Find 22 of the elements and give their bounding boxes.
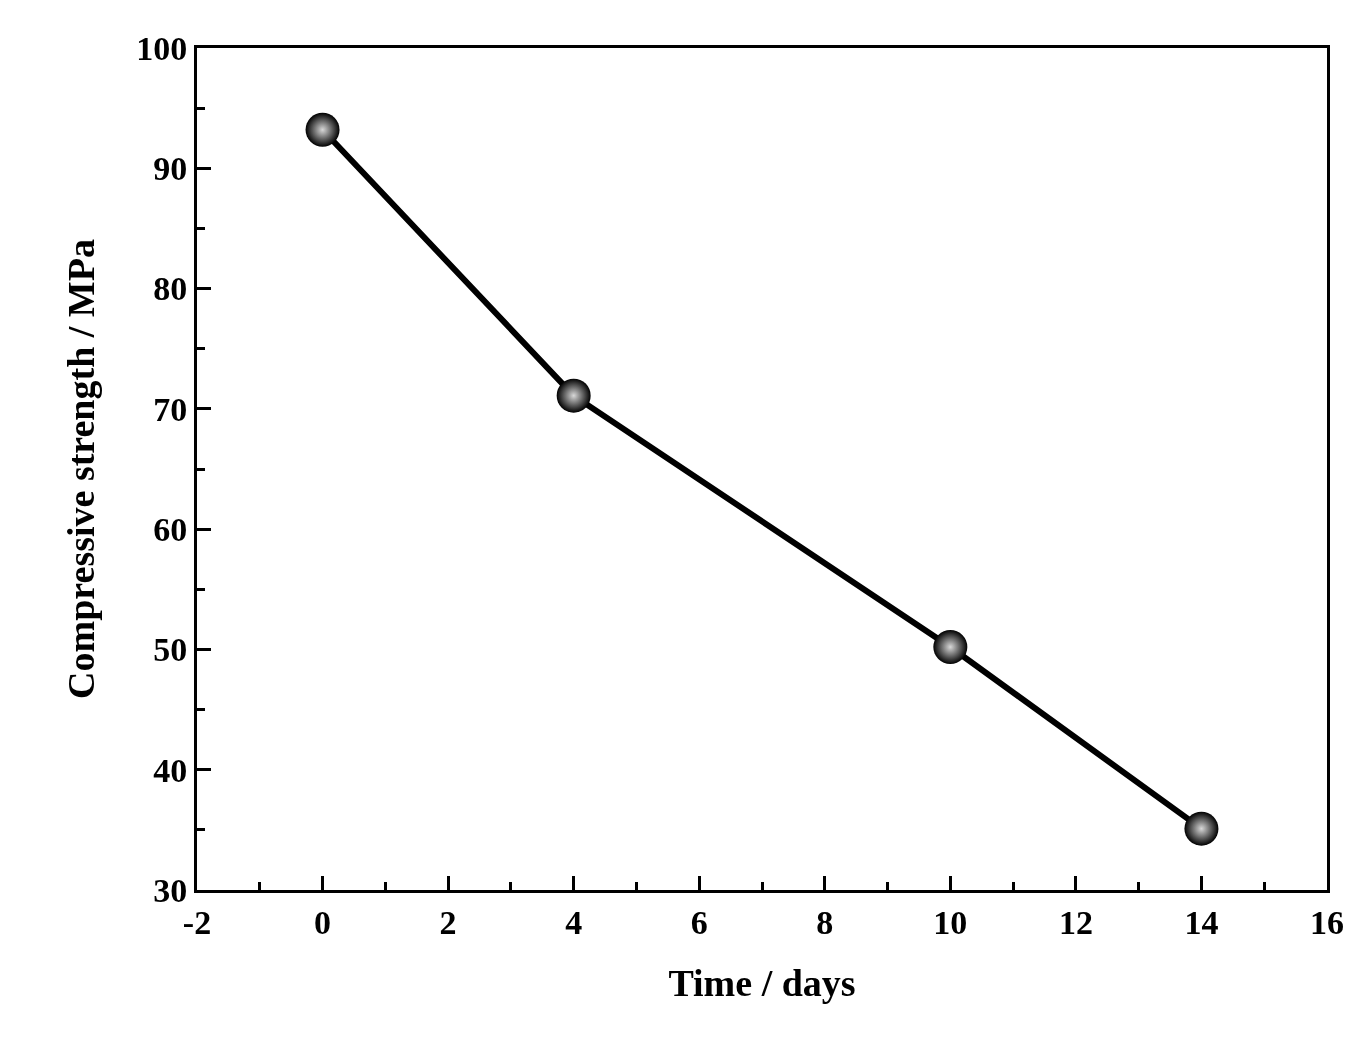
x-axis-title: Time / days: [668, 961, 856, 1004]
y-tick-label: 60: [153, 511, 188, 549]
y-tick-label: 50: [153, 631, 188, 669]
point: [556, 378, 591, 413]
x-tick-label: 4: [565, 903, 583, 941]
point: [1184, 811, 1219, 846]
point: [305, 112, 340, 147]
x-tick-label: 16: [1310, 903, 1344, 941]
x-tick-label: 2: [439, 903, 457, 941]
x-tick-label: 10: [933, 903, 968, 941]
x-tick-label: 14: [1184, 903, 1219, 941]
x-tick-label: 8: [816, 903, 834, 941]
y-tick-label: 70: [153, 390, 188, 428]
x-tick-label: 12: [1058, 903, 1093, 941]
y-axis-title: Compressive strength / MPa: [60, 239, 103, 699]
point: [933, 630, 968, 664]
y-tick-label: 100: [136, 29, 188, 67]
x-tick-label: 6: [690, 903, 708, 941]
x-tick-label: 0: [314, 903, 332, 941]
y-tick-label: 80: [153, 270, 188, 308]
y-tick-label: 90: [153, 150, 188, 188]
y-tick-label: 40: [153, 751, 188, 789]
